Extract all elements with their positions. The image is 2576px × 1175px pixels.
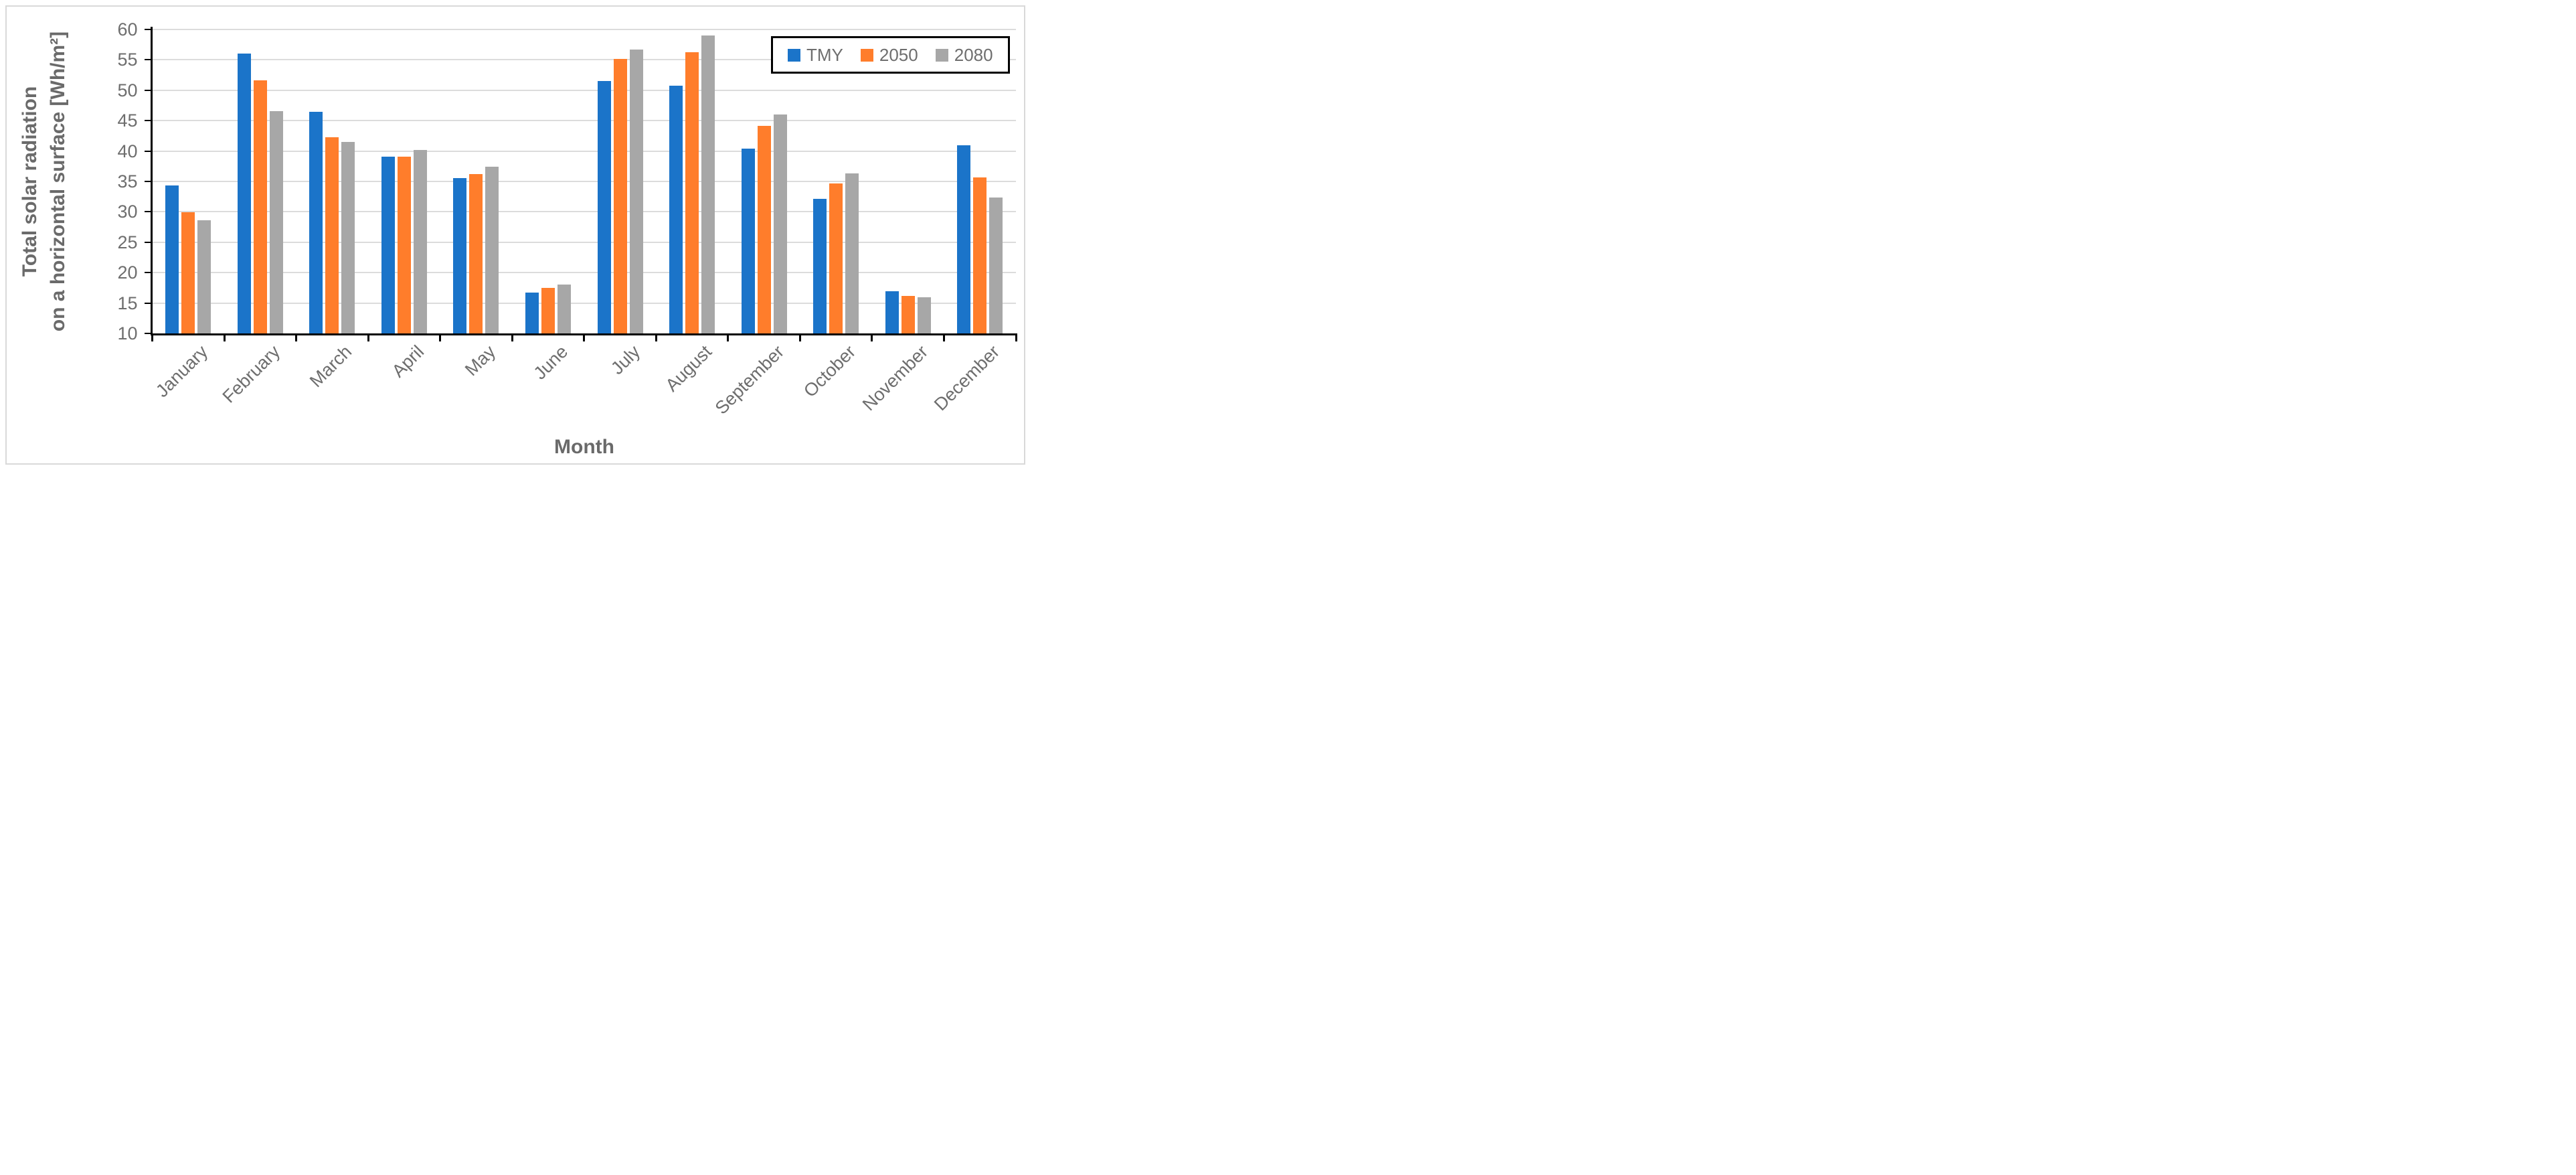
x-tick-8: [727, 333, 729, 341]
bar-2080-December: [989, 197, 1003, 333]
y-tick-45: [144, 120, 151, 122]
y-tick-40: [144, 150, 151, 152]
bar-2050-April: [397, 156, 411, 333]
bar-2080-November: [917, 297, 931, 333]
legend-item-2080: 2080: [935, 45, 993, 65]
y-tick-55: [144, 59, 151, 61]
gridline-20: [152, 272, 1016, 274]
legend-swatch-2050: [860, 48, 873, 62]
y-tick-label-50: 50: [117, 80, 138, 100]
bar-2080-August: [701, 35, 715, 333]
chart-figure: 10 15 20 25 30 35 40 45 50 55 60 January February Ma…: [0, 0, 1031, 470]
bar-2050-February: [253, 80, 267, 333]
y-tick-35: [144, 181, 151, 182]
gridline-15: [152, 302, 1016, 304]
y-tick-label-30: 30: [117, 202, 138, 222]
x-tick-6: [583, 333, 586, 341]
legend-swatch-TMY: [788, 48, 800, 62]
bar-2050-November: [901, 295, 915, 333]
bar-2050-May: [469, 174, 483, 333]
x-tick-11: [942, 333, 945, 341]
x-tick-12: [1015, 333, 1017, 341]
gridline-45: [152, 120, 1016, 122]
bar-2050-October: [829, 183, 843, 333]
y-tick-30: [144, 211, 151, 213]
y-tick-label-35: 35: [117, 171, 138, 191]
bar-TMY-December: [957, 145, 971, 333]
x-tick-7: [655, 333, 657, 341]
gridline-30: [152, 211, 1016, 213]
bar-TMY-July: [597, 81, 611, 333]
legend-label-TMY: TMY: [806, 45, 843, 65]
bar-TMY-February: [237, 54, 251, 333]
legend-label-2050: 2050: [879, 45, 918, 65]
y-tick-20: [144, 272, 151, 274]
bar-TMY-August: [669, 85, 683, 333]
plot-area: [0, 0, 1031, 470]
y-axis-title: Total solar radiation on a horizontal su…: [16, 31, 72, 331]
bar-TMY-January: [165, 185, 179, 333]
gridline-50: [152, 89, 1016, 91]
bar-2080-May: [485, 167, 499, 333]
y-tick-15: [144, 302, 151, 304]
y-tick-label-10: 10: [117, 323, 138, 343]
bar-TMY-June: [525, 293, 539, 333]
legend-item-TMY: TMY: [788, 46, 843, 64]
y-tick-50: [144, 89, 151, 91]
legend-item-2050: 2050: [860, 45, 918, 65]
bar-2080-February: [269, 110, 283, 333]
y-tick-label-55: 55: [117, 50, 138, 70]
legend-label-2080: 2080: [954, 45, 993, 65]
bar-2050-September: [757, 126, 771, 333]
x-tick-3: [367, 333, 369, 341]
bar-2050-January: [181, 212, 195, 333]
y-axis-title-line2: on a horizontal surface [Wh/m²]: [47, 31, 69, 332]
y-tick-60: [144, 29, 151, 30]
x-tick-1: [223, 333, 226, 341]
y-axis-line: [150, 27, 153, 335]
x-tick-4: [439, 333, 442, 341]
x-tick-9: [798, 333, 801, 341]
bar-TMY-April: [381, 156, 395, 333]
bar-TMY-May: [453, 177, 467, 333]
y-tick-label-40: 40: [117, 141, 138, 161]
bar-2080-September: [773, 114, 787, 333]
x-axis-title: Month: [554, 436, 614, 458]
gridline-55: [152, 59, 1016, 61]
x-tick-5: [511, 333, 513, 341]
y-tick-10: [144, 333, 151, 334]
x-tick-10: [871, 333, 873, 341]
gridline-25: [152, 241, 1016, 243]
bar-2080-April: [413, 149, 427, 333]
bar-2050-June: [541, 287, 555, 333]
bar-TMY-September: [741, 148, 755, 333]
y-tick-label-45: 45: [117, 110, 138, 131]
bar-TMY-October: [813, 199, 827, 333]
y-tick-label-20: 20: [117, 262, 138, 283]
y-tick-label-60: 60: [117, 19, 138, 40]
y-axis-title-line1: Total solar radiation: [19, 86, 41, 277]
y-tick-label-15: 15: [117, 293, 138, 313]
gridline-35: [152, 181, 1016, 182]
x-tick-0: [151, 333, 153, 341]
y-tick-25: [144, 241, 151, 243]
legend-swatch-2080: [935, 48, 948, 62]
legend: TMY 2050 2080: [771, 36, 1010, 74]
gridline-60: [152, 29, 1016, 30]
bar-2080-January: [197, 220, 211, 333]
bar-2080-July: [629, 49, 643, 333]
y-tick-label-25: 25: [117, 232, 138, 252]
bar-2050-December: [973, 177, 987, 333]
bar-TMY-November: [885, 291, 899, 333]
bar-2080-March: [341, 141, 355, 333]
bar-TMY-March: [309, 112, 323, 333]
bar-2050-August: [685, 52, 699, 333]
bar-2080-June: [557, 285, 571, 333]
bar-2080-October: [845, 173, 859, 333]
gridline-40: [152, 150, 1016, 152]
x-tick-2: [295, 333, 298, 341]
bar-2050-March: [325, 137, 339, 333]
bar-2050-July: [613, 59, 627, 333]
